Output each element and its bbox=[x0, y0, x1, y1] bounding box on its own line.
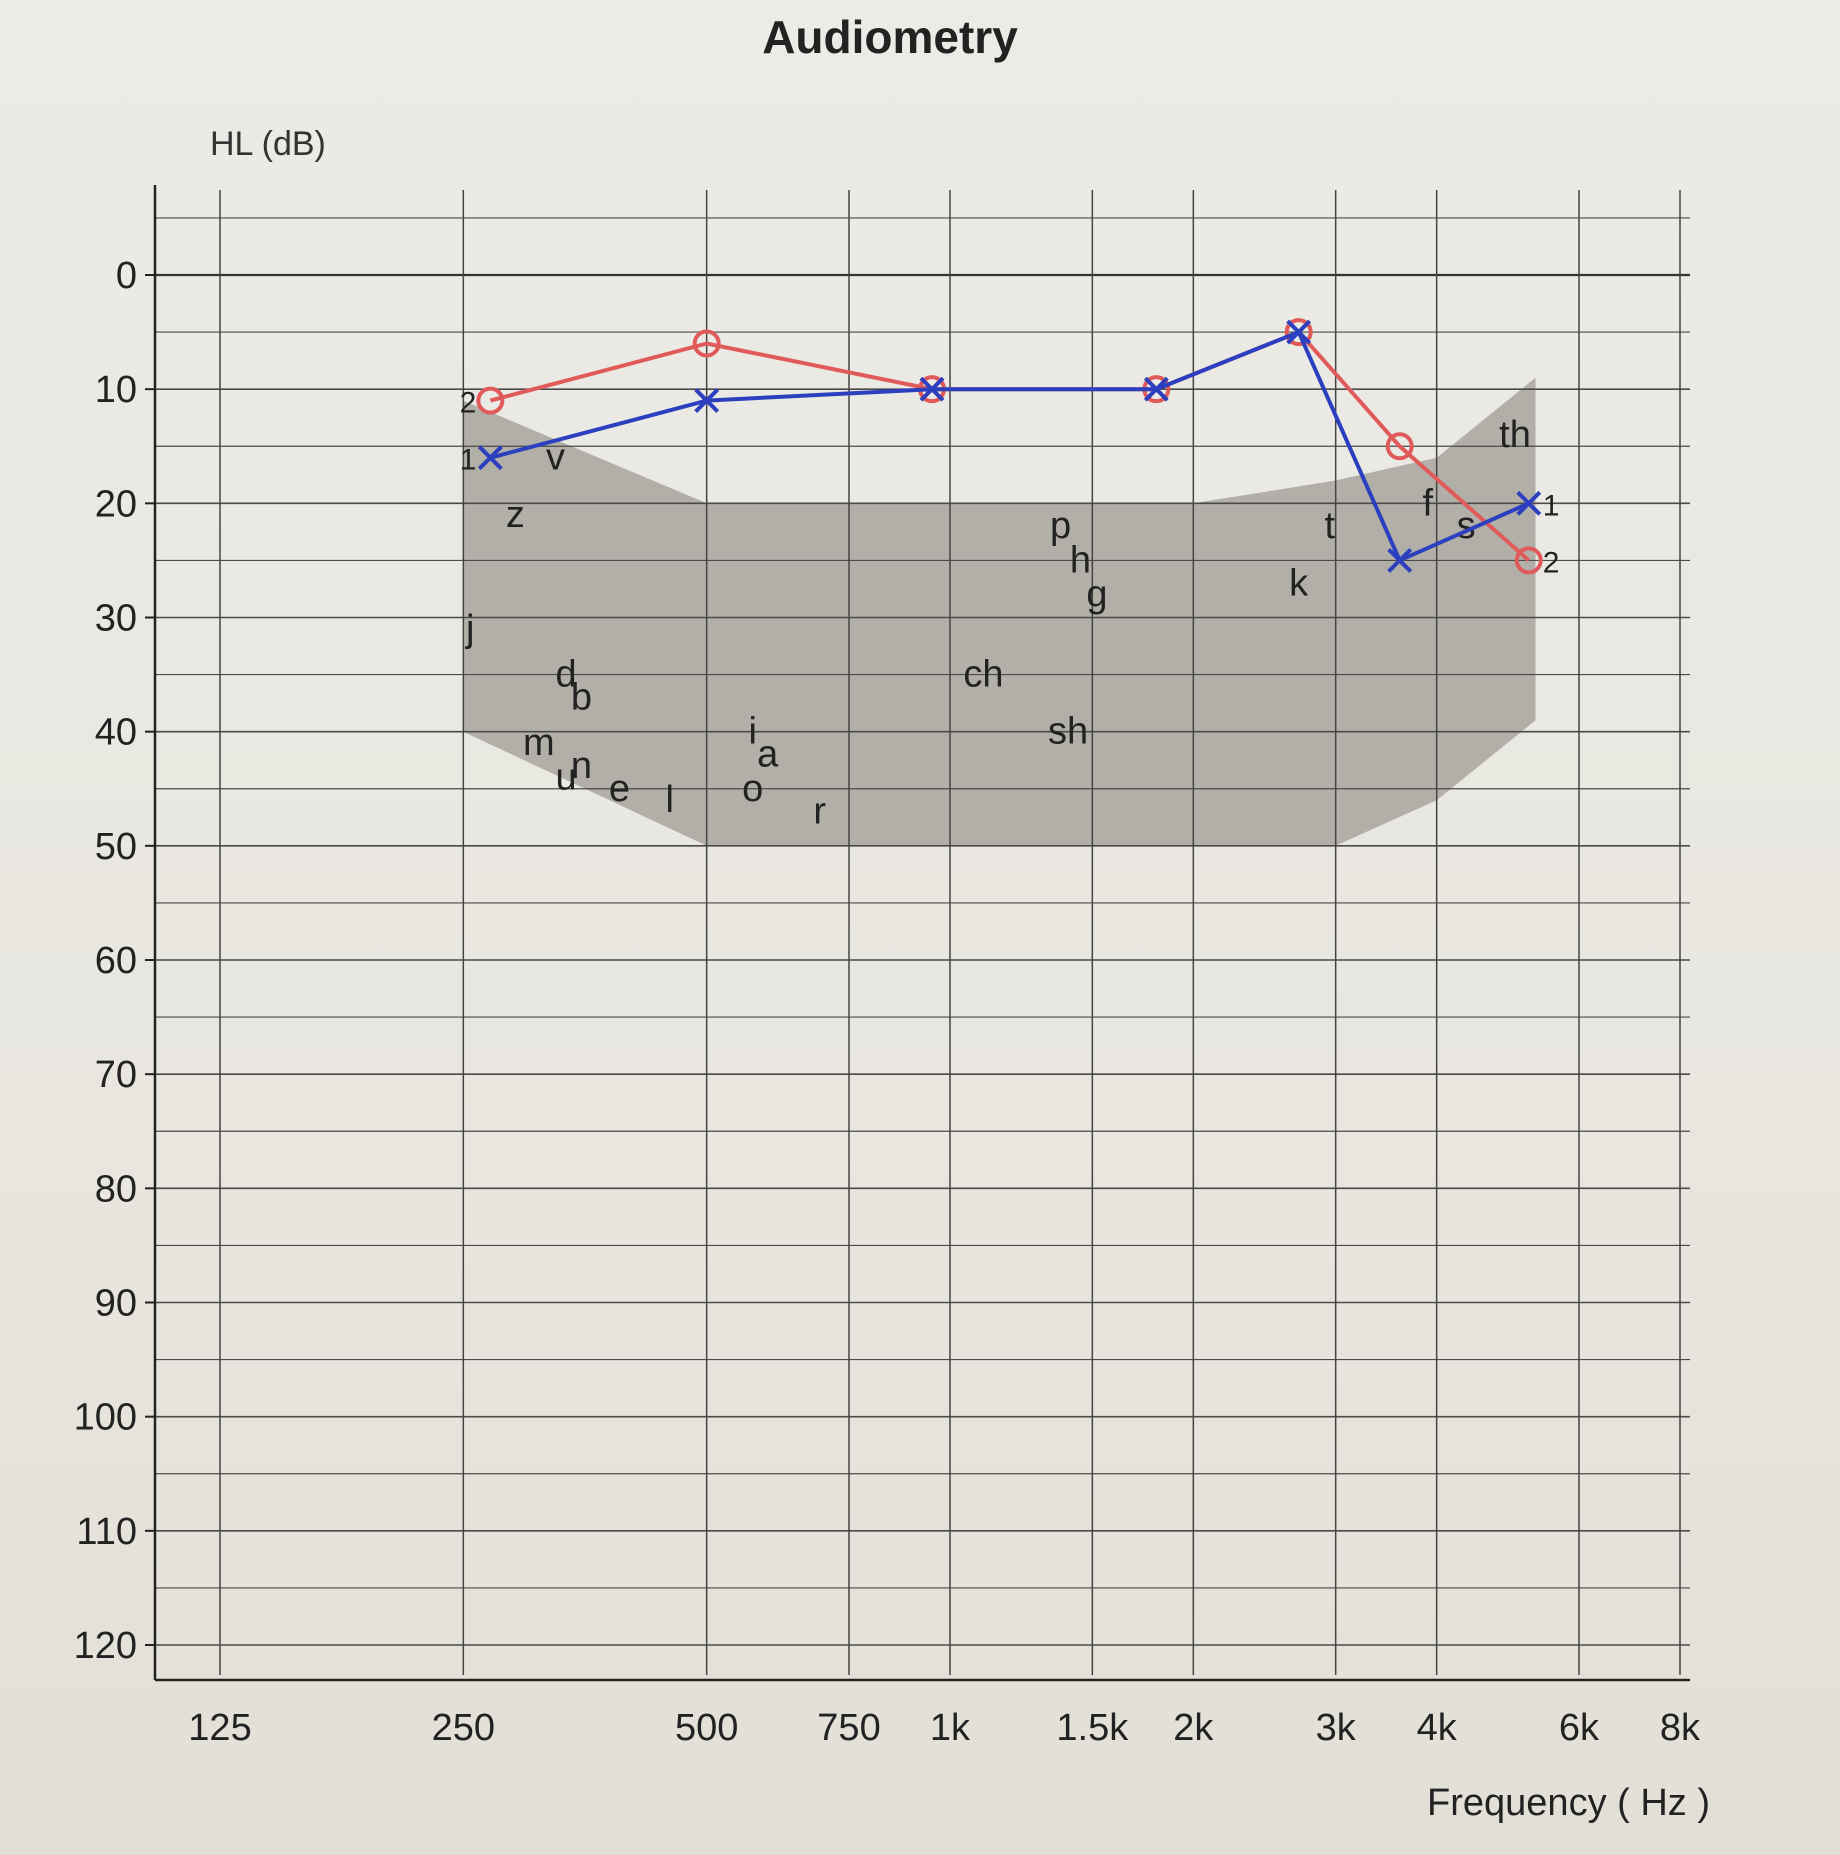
series-point-x bbox=[919, 376, 945, 402]
series-point-x bbox=[1143, 376, 1169, 402]
phoneme-label: v bbox=[546, 437, 565, 479]
x-axis-label: Frequency ( Hz ) bbox=[1427, 1782, 1710, 1824]
y-tick-label: 80 bbox=[95, 1168, 137, 1210]
phoneme-label: n bbox=[571, 745, 592, 787]
speech-banana-area bbox=[463, 377, 1536, 846]
y-tick-label: 50 bbox=[95, 826, 137, 868]
phoneme-label: z bbox=[506, 494, 525, 536]
x-tick-label: 1.5k bbox=[1056, 1707, 1129, 1749]
y-tick-label: 10 bbox=[95, 369, 137, 411]
phoneme-label: u bbox=[556, 756, 577, 798]
y-tick-label: 30 bbox=[95, 598, 137, 640]
phoneme-label: s bbox=[1457, 505, 1476, 547]
x-tick-label: 125 bbox=[188, 1707, 251, 1749]
series-point-circle bbox=[1385, 432, 1414, 461]
series-end-label: 2 bbox=[1543, 546, 1560, 579]
series-start-label: 2 bbox=[460, 387, 477, 420]
phoneme-label: d bbox=[556, 654, 577, 696]
phoneme-label: h bbox=[1070, 539, 1091, 581]
phoneme-label: b bbox=[571, 676, 592, 718]
y-tick-label: 0 bbox=[116, 255, 137, 297]
phoneme-label: e bbox=[609, 768, 630, 810]
y-tick-label: 40 bbox=[95, 712, 137, 754]
phoneme-label: i bbox=[748, 711, 756, 753]
series-point-circle bbox=[1284, 318, 1313, 347]
series-point-x bbox=[1516, 490, 1542, 516]
phoneme-label: o bbox=[742, 768, 763, 810]
series-point-circle bbox=[476, 386, 505, 415]
phoneme-label: a bbox=[757, 734, 779, 776]
y-tick-label: 120 bbox=[74, 1625, 137, 1667]
x-tick-label: 500 bbox=[675, 1707, 738, 1749]
phoneme-label: r bbox=[813, 791, 826, 833]
phoneme-label: p bbox=[1050, 505, 1071, 547]
x-tick-label: 4k bbox=[1417, 1707, 1458, 1749]
x-tick-label: 250 bbox=[432, 1707, 495, 1749]
y-tick-label: 60 bbox=[95, 940, 137, 982]
series-start-label: 1 bbox=[460, 444, 477, 477]
series-point-x bbox=[1387, 548, 1413, 573]
phoneme-label: th bbox=[1499, 414, 1531, 456]
x-tick-label: 3k bbox=[1316, 1707, 1357, 1749]
x-tick-label: 8k bbox=[1660, 1707, 1701, 1749]
x-tick-label: 750 bbox=[817, 1707, 880, 1749]
phoneme-label: g bbox=[1086, 574, 1107, 616]
phoneme-label: j bbox=[465, 608, 474, 650]
chart-title: Audiometry bbox=[762, 11, 1018, 63]
x-tick-label: 1k bbox=[930, 1707, 971, 1749]
x-tick-label: 6k bbox=[1559, 1707, 1600, 1749]
x-tick-label: 2k bbox=[1173, 1707, 1214, 1749]
phoneme-label: sh bbox=[1048, 711, 1088, 753]
series-point-circle bbox=[1514, 546, 1543, 575]
phoneme-label: l bbox=[665, 779, 673, 821]
series-point-circle bbox=[692, 329, 721, 358]
phoneme-label: k bbox=[1289, 562, 1309, 604]
series-point-x bbox=[694, 388, 720, 413]
phoneme-label: f bbox=[1422, 482, 1433, 524]
y-tick-label: 70 bbox=[95, 1054, 137, 1096]
phoneme-label: m bbox=[523, 722, 555, 764]
y-tick-label: 90 bbox=[95, 1283, 137, 1325]
series-end-label: 1 bbox=[1543, 489, 1560, 522]
y-axis-label: HL (dB) bbox=[210, 125, 326, 163]
series-point-x bbox=[477, 445, 503, 471]
phoneme-label: t bbox=[1324, 505, 1335, 547]
y-tick-label: 110 bbox=[76, 1511, 137, 1553]
y-tick-label: 100 bbox=[74, 1397, 137, 1439]
y-tick-label: 20 bbox=[95, 483, 137, 525]
phoneme-label: ch bbox=[963, 654, 1003, 696]
series-point-x bbox=[1286, 319, 1312, 345]
